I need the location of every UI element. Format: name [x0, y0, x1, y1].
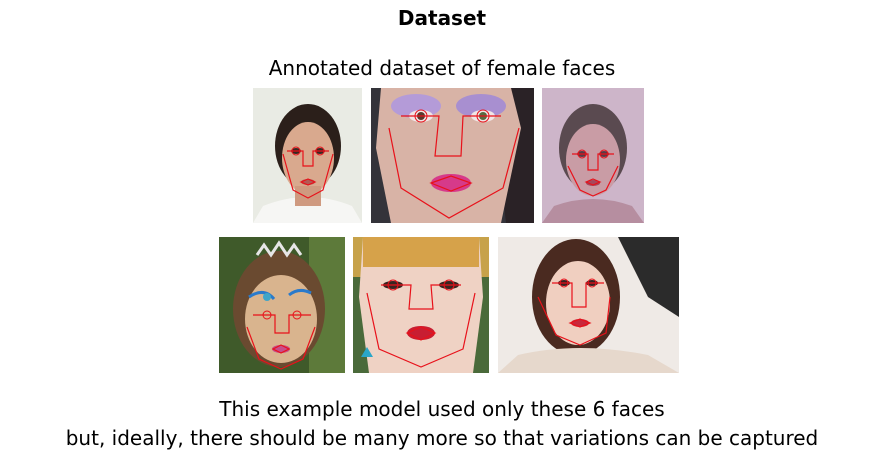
face-photo-3: [542, 88, 644, 223]
face-photo-2: [371, 88, 534, 223]
caption-line-1: This example model used only these 6 fac…: [219, 397, 665, 421]
face-photo-1: [253, 88, 362, 223]
face-photo-6: [498, 237, 679, 373]
caption-line-2: but, ideally, there should be many more …: [65, 426, 819, 450]
slide-subtitle: Annotated dataset of female faces: [268, 56, 616, 80]
face-photo-5: [353, 237, 489, 373]
face-photo-4: [219, 237, 345, 373]
slide-title: Dataset: [397, 6, 487, 30]
